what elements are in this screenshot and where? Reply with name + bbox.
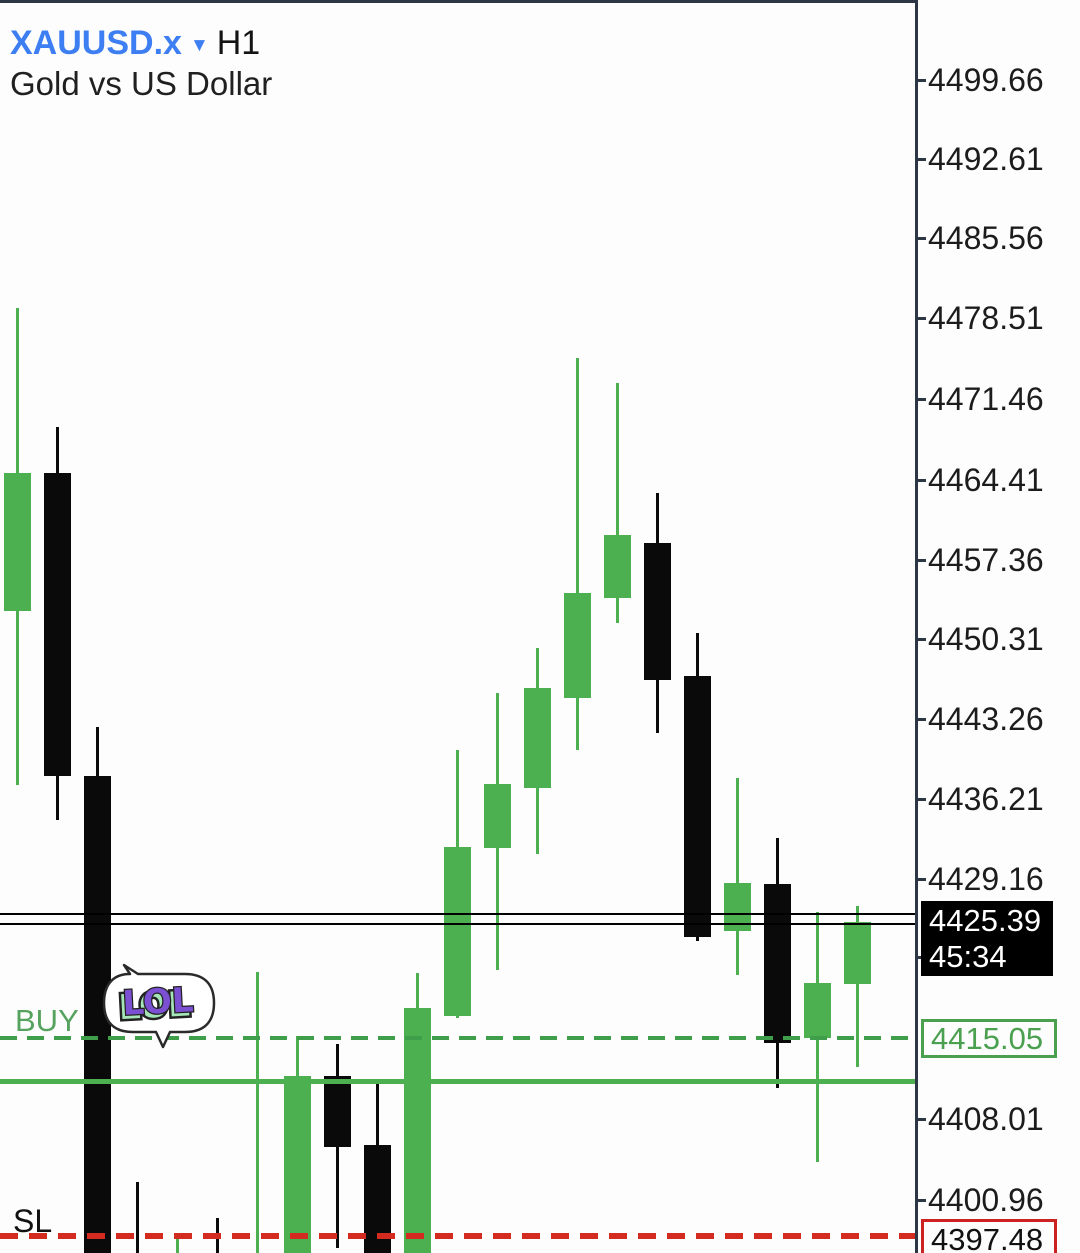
candle-body [604,535,631,598]
candle-body [684,676,711,937]
axis-tick [918,559,926,562]
axis-tick-label: 4400.96 [928,1182,1044,1218]
stop-loss-price-value: 4397.48 [931,1222,1044,1253]
chevron-down-icon[interactable]: ▼ [189,34,209,56]
axis-tick [918,878,926,881]
candle-wick [856,906,859,1067]
stop-loss-price-tag: 4397.48 [921,1219,1057,1253]
axis-tick-label: 4457.36 [928,542,1044,578]
axis-tick-label: 4450.31 [928,621,1044,657]
symbol-description: Gold vs US Dollar [10,65,273,102]
candle-body [4,473,31,611]
axis-tick-label: 4478.51 [928,300,1044,336]
lol-sticker[interactable]: LOL LOL [94,962,224,1066]
candle-body [804,983,831,1038]
axis-tick-label: 4464.41 [928,462,1044,498]
buy-line-label: BUY [15,1003,79,1038]
current-price-line [0,913,916,925]
axis-tick-label: 4499.66 [928,62,1044,98]
candle-body [524,688,551,788]
candle-body [444,847,471,1016]
buy-entry-dashed-line[interactable] [0,1036,916,1040]
chart-top-border [0,0,918,3]
candle-body [404,1008,431,1253]
sticker-text: LOL [121,980,194,1024]
candle-wick [176,1233,179,1253]
axis-tick [918,1199,926,1202]
axis-tick-label: 4492.61 [928,141,1044,177]
sl-line-label: SL [13,1203,53,1239]
candle-body [44,473,71,776]
axis-tick [918,718,926,721]
candle-wick [256,972,259,1253]
axis-tick [918,317,926,320]
axis-tick-label: 4443.26 [928,701,1044,737]
symbol-name[interactable]: XAUUSD.x [10,24,182,62]
candle-body [764,884,791,1043]
support-solid-line[interactable] [0,1079,916,1084]
axis-tick [918,1118,926,1121]
axis-tick [918,79,926,82]
candle-wick [736,778,739,975]
candle-body [484,784,511,848]
axis-tick [918,158,926,161]
current-price-tag: 4425.39 45:34 [921,901,1053,976]
price-axis-line [915,0,918,1253]
candle-body [284,1076,311,1253]
axis-tick-label: 4485.56 [928,220,1044,256]
axis-tick [918,798,926,801]
candle-body [324,1076,351,1147]
candle-wick [616,383,619,623]
candle-body [644,543,671,680]
axis-tick [918,638,926,641]
axis-tick [918,398,926,401]
speech-bubble-icon [102,963,216,1049]
current-price-value: 4425.39 [929,903,1042,939]
buy-price-value: 4415.05 [931,1020,1044,1056]
bar-countdown-timer: 45:34 [929,938,1007,974]
axis-tick [918,479,926,482]
candle-wick [576,358,579,750]
chart-header: XAUUSD.x ▼ H1 Gold vs US Dollar [10,24,272,103]
buy-price-tag: 4415.05 [921,1019,1057,1058]
timeframe-label[interactable]: H1 [216,24,261,62]
candle-wick [136,1182,139,1253]
axis-tick-label: 4429.16 [928,861,1044,897]
candle-body [844,922,871,984]
stop-loss-dashed-line[interactable] [0,1233,916,1239]
axis-tick [918,237,926,240]
axis-tick-label: 4471.46 [928,381,1044,417]
sticker-text-shadow: LOL [118,984,191,1028]
axis-tick-label: 4436.21 [928,781,1044,817]
candle-body [564,593,591,698]
axis-tick-label: 4408.01 [928,1101,1044,1137]
candlestick-chart[interactable]: BUY SL LOL LOL [0,0,916,1253]
